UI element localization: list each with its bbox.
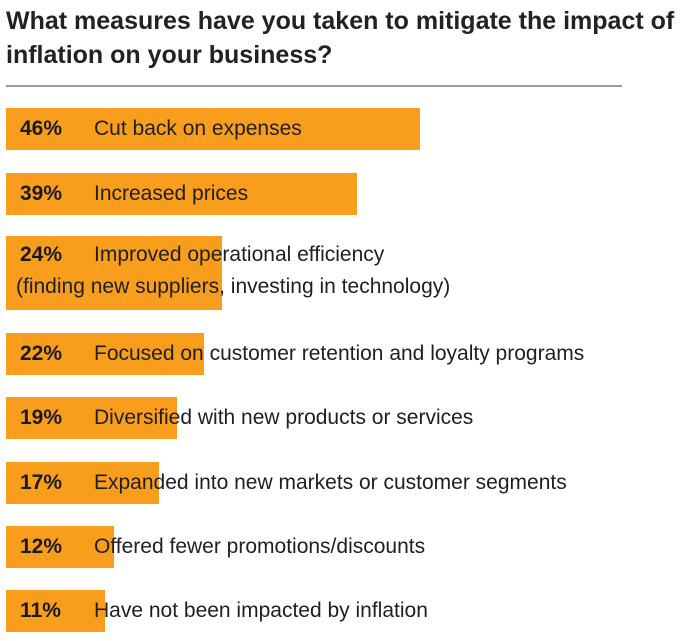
chart-title: What measures have you taken to mitigate… — [6, 7, 675, 69]
bar-row: 39% Increased prices — [6, 173, 696, 215]
bar-row: 22% Focused on customer retention and loy… — [6, 333, 696, 375]
bar — [6, 526, 114, 568]
bar-category-label: Have not been impacted by inflation — [94, 599, 428, 622]
title-divider — [6, 85, 622, 87]
bar-value-label: 46% — [20, 117, 63, 140]
bar — [6, 236, 222, 310]
bar-value-label: 17% — [20, 471, 63, 494]
bar-value-label: 11% — [20, 599, 61, 622]
bar-row: 24% Improved operational efficiency (findi… — [6, 236, 696, 310]
bar — [6, 397, 177, 439]
bar-category-label: Focused on customer retention and loyalt… — [94, 342, 585, 365]
bar-value-label: 22% — [20, 342, 63, 365]
bar — [6, 108, 420, 150]
bar-category-label: Improved operational efficiency — [94, 243, 385, 266]
bar-category-label: Increased prices — [94, 182, 249, 205]
bar — [6, 333, 204, 375]
bar-row: 11% Have not been impacted by inflation — [6, 590, 696, 632]
bar-row: 46% Cut back on expenses — [6, 108, 696, 150]
bar-category-label: Offered fewer promotions/discounts — [94, 535, 426, 558]
bar — [6, 462, 159, 504]
bar-value-label: 39% — [20, 182, 63, 205]
bar — [6, 173, 357, 215]
bar-category-label: Cut back on expenses — [94, 117, 302, 140]
bar-value-label: 24% — [20, 243, 63, 266]
bar-row: 17% Expanded into new markets or customer… — [6, 462, 696, 504]
bar-value-label: 19% — [20, 406, 63, 429]
bar-category-label: Diversified with new products or service… — [94, 406, 474, 429]
bar — [6, 590, 105, 632]
bar-value-label: 12% — [20, 535, 63, 558]
bar-row: 12% Offered fewer promotions/discounts — [6, 526, 696, 568]
bar-category-label-line2: (finding new suppliers, investing in tec… — [16, 275, 451, 298]
bar-row: 19% Diversified with new products or serv… — [6, 397, 696, 439]
bar-category-label: Expanded into new markets or customer se… — [94, 471, 567, 494]
